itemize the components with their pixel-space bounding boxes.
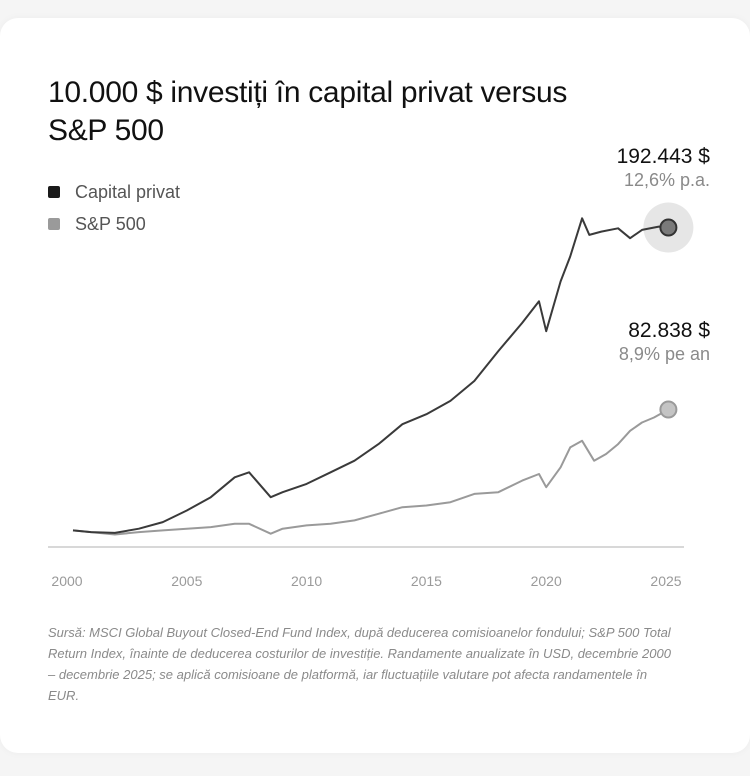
x-tick-labels: 2000 2005 2010 2015 2020 2025 bbox=[51, 573, 681, 589]
legend-item-sp500: S&P 500 bbox=[48, 208, 180, 240]
legend-swatch-private-equity bbox=[48, 186, 60, 198]
chart-card bbox=[0, 18, 750, 753]
private-equity-series-line bbox=[72, 217, 669, 534]
private-equity-annual-rate: 12,6% p.a. bbox=[623, 170, 710, 190]
x-tick-label: 2015 bbox=[411, 573, 442, 589]
x-tick-label: 2000 bbox=[51, 573, 82, 589]
chart-title: 10.000 $ investiți în capital privat ver… bbox=[48, 76, 568, 147]
sp500-end-annotation: 82.838 $ 8,9% pe an bbox=[619, 319, 710, 365]
legend-swatch-sp500 bbox=[48, 218, 60, 230]
legend-item-private-equity: Capital privat bbox=[48, 176, 180, 208]
legend-label-private-equity: Capital privat bbox=[75, 181, 181, 202]
sp500-annual-rate: 8,9% pe an bbox=[618, 344, 710, 364]
sp500-end-marker bbox=[659, 400, 678, 419]
legend-label-sp500: S&P 500 bbox=[75, 213, 146, 234]
x-tick-label: 2020 bbox=[531, 573, 562, 589]
legend: Capital privat S&P 500 bbox=[48, 176, 180, 240]
sp500-end-value: 82.838 $ bbox=[628, 319, 710, 342]
private-equity-end-marker bbox=[659, 218, 678, 237]
private-equity-end-value: 192.443 $ bbox=[616, 145, 710, 168]
x-tick-label: 2005 bbox=[171, 573, 202, 589]
sp500-series-line bbox=[72, 408, 669, 536]
private-equity-end-annotation: 192.443 $ 12,6% p.a. bbox=[617, 145, 710, 191]
x-tick-label: 2010 bbox=[291, 573, 322, 589]
x-tick-label: 2025 bbox=[650, 573, 681, 589]
source-footnote: Sursă: MSCI Global Buyout Closed-End Fun… bbox=[48, 625, 671, 703]
